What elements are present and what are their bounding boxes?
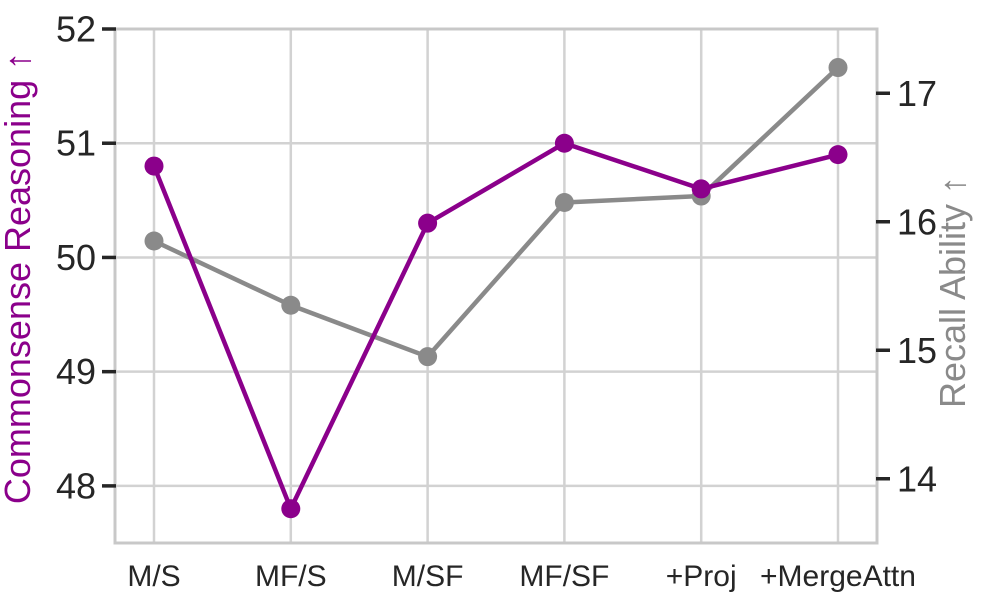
left-tick-label: 48 (56, 465, 96, 506)
plot-border (113, 27, 879, 545)
left-axis: 48 49 50 51 52 (56, 9, 116, 506)
right-tick-label: 14 (897, 458, 937, 499)
x-category-label: +MergeAttn (760, 560, 916, 593)
data-point-recall-ability (281, 295, 301, 315)
data-point-recall-ability (418, 347, 438, 367)
data-point-recall-ability (144, 231, 164, 251)
x-category-label: MF/S (255, 560, 327, 593)
data-point-commonsense-reasoning (691, 179, 711, 199)
data-point-commonsense-reasoning (281, 499, 301, 519)
right-axis: 14 15 16 17 (876, 73, 937, 499)
left-axis-label: Commonsense Reasoning ↑ (0, 52, 38, 504)
left-tick-label: 52 (56, 9, 96, 50)
x-axis: M/S MF/S M/SF MF/SF +Proj +MergeAttn (127, 560, 916, 593)
series-line-commonsense-reasoning (151, 140, 841, 511)
data-point-commonsense-reasoning (828, 145, 848, 165)
right-tick-label: 16 (897, 201, 937, 242)
right-axis-label: Recall Ability ↑ (932, 176, 973, 408)
data-point-recall-ability (828, 58, 848, 78)
data-point-commonsense-reasoning (144, 156, 164, 176)
left-tick-label: 51 (56, 123, 96, 164)
data-point-commonsense-reasoning (418, 213, 438, 233)
data-point-commonsense-reasoning (554, 133, 574, 153)
x-category-label: MF/SF (519, 560, 609, 593)
right-tick-label: 15 (897, 330, 937, 371)
left-tick-label: 50 (56, 237, 96, 278)
right-tick-label: 17 (897, 73, 937, 114)
series-commonsense-reasoning (144, 133, 848, 519)
x-category-label: +Proj (666, 560, 737, 593)
left-tick-label: 49 (56, 351, 96, 392)
x-category-label: M/SF (392, 560, 464, 593)
series-line-recall-ability (151, 65, 841, 359)
data-point-recall-ability (554, 192, 574, 212)
x-category-label: M/S (127, 560, 180, 593)
